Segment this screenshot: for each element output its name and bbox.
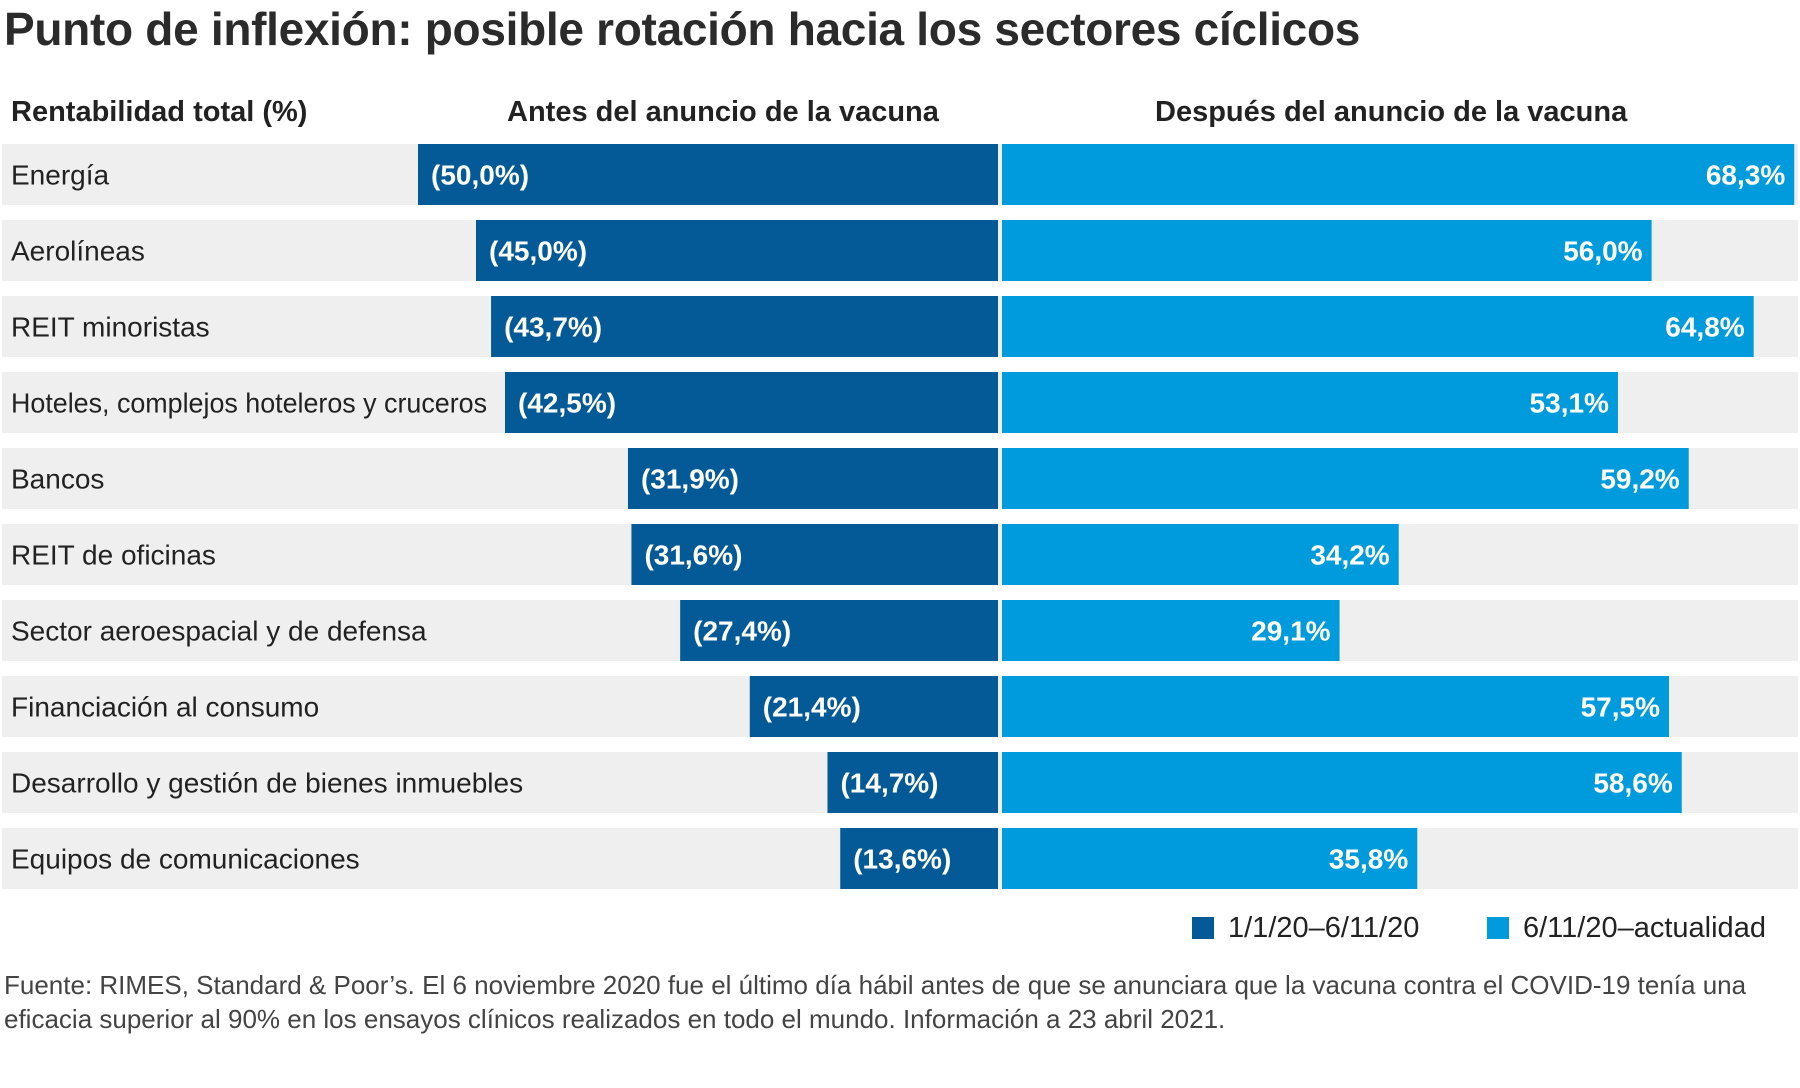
bar-before — [631, 524, 998, 585]
legend-label-after: 6/11/20–actualidad — [1523, 912, 1766, 944]
data-label-after: 56,0% — [1563, 236, 1642, 267]
category-label: Desarrollo y gestión de bienes inmuebles — [11, 768, 523, 799]
data-label-before: (31,9%) — [641, 464, 739, 495]
data-label-after: 34,2% — [1310, 540, 1389, 571]
data-label-after: 57,5% — [1581, 692, 1660, 723]
legend-label-before: 1/1/20–6/11/20 — [1228, 912, 1420, 944]
category-label: Aerolíneas — [11, 236, 145, 267]
bar-before — [491, 296, 998, 357]
bar-after — [1002, 296, 1754, 357]
data-label-after: 59,2% — [1600, 464, 1679, 495]
bar-before — [627, 448, 998, 509]
data-label-before: (50,0%) — [431, 160, 529, 191]
category-label: REIT de oficinas — [11, 540, 216, 571]
legend-swatch-before — [1192, 917, 1214, 939]
data-label-after: 58,6% — [1593, 768, 1672, 799]
data-label-after: 53,1% — [1530, 388, 1609, 419]
data-label-before: (31,6%) — [644, 540, 742, 571]
legend-item-before: 1/1/20–6/11/20 — [1192, 912, 1419, 945]
legend-swatch-after — [1487, 917, 1509, 939]
category-label: Sector aeroespacial y de defensa — [11, 616, 427, 647]
data-label-before: (45,0%) — [489, 236, 587, 267]
data-label-before: (27,4%) — [693, 616, 791, 647]
bar-before — [680, 600, 998, 661]
data-label-before: (42,5%) — [518, 388, 616, 419]
bar-chart: Energía (50,0%) 68,3% Aerolíneas (45,0%) 56,0… — [2, 144, 1798, 889]
data-label-after: 29,1% — [1251, 616, 1330, 647]
bar-after — [1002, 600, 1340, 661]
bar-before — [418, 144, 998, 205]
bar-before — [476, 220, 998, 281]
bar-before — [840, 828, 998, 889]
category-label: Bancos — [11, 464, 104, 495]
data-label-after: 35,8% — [1329, 844, 1408, 875]
bar-after — [1002, 676, 1669, 737]
column-header-before: Antes del anuncio de la vacuna — [507, 96, 939, 128]
source-note: Fuente: RIMES, Standard & Poor’s. El 6 n… — [4, 970, 1747, 1034]
data-label-before: (14,7%) — [840, 768, 938, 799]
bar-before — [505, 372, 998, 433]
bar-after — [1002, 448, 1689, 509]
data-label-before: (43,7%) — [504, 312, 602, 343]
category-label: Hoteles, complejos hoteleros y cruceros — [11, 388, 487, 419]
bar-after — [1002, 752, 1682, 813]
bar-after — [1002, 524, 1399, 585]
legend-item-after: 6/11/20–actualidad — [1487, 912, 1766, 945]
category-label: Financiación al consumo — [11, 692, 319, 723]
category-label: Energía — [11, 160, 109, 191]
data-label-before: (21,4%) — [763, 692, 861, 723]
category-label: Equipos de comunicaciones — [11, 844, 360, 875]
bar-before — [827, 752, 998, 813]
column-header-label: Rentabilidad total (%) — [11, 96, 308, 128]
column-header-after: Después del anuncio de la vacuna — [1155, 96, 1628, 128]
category-label: REIT minoristas — [11, 312, 210, 343]
bar-before — [749, 676, 998, 737]
data-label-after: 68,3% — [1706, 160, 1785, 191]
bar-after — [1002, 220, 1652, 281]
bar-after — [1002, 144, 1795, 205]
data-label-after: 64,8% — [1665, 312, 1744, 343]
bar-after — [1002, 828, 1418, 889]
bar-after — [1002, 372, 1618, 433]
data-label-before: (13,6%) — [853, 844, 951, 875]
chart-title: Punto de inflexión: posible rotación hac… — [4, 3, 1361, 55]
